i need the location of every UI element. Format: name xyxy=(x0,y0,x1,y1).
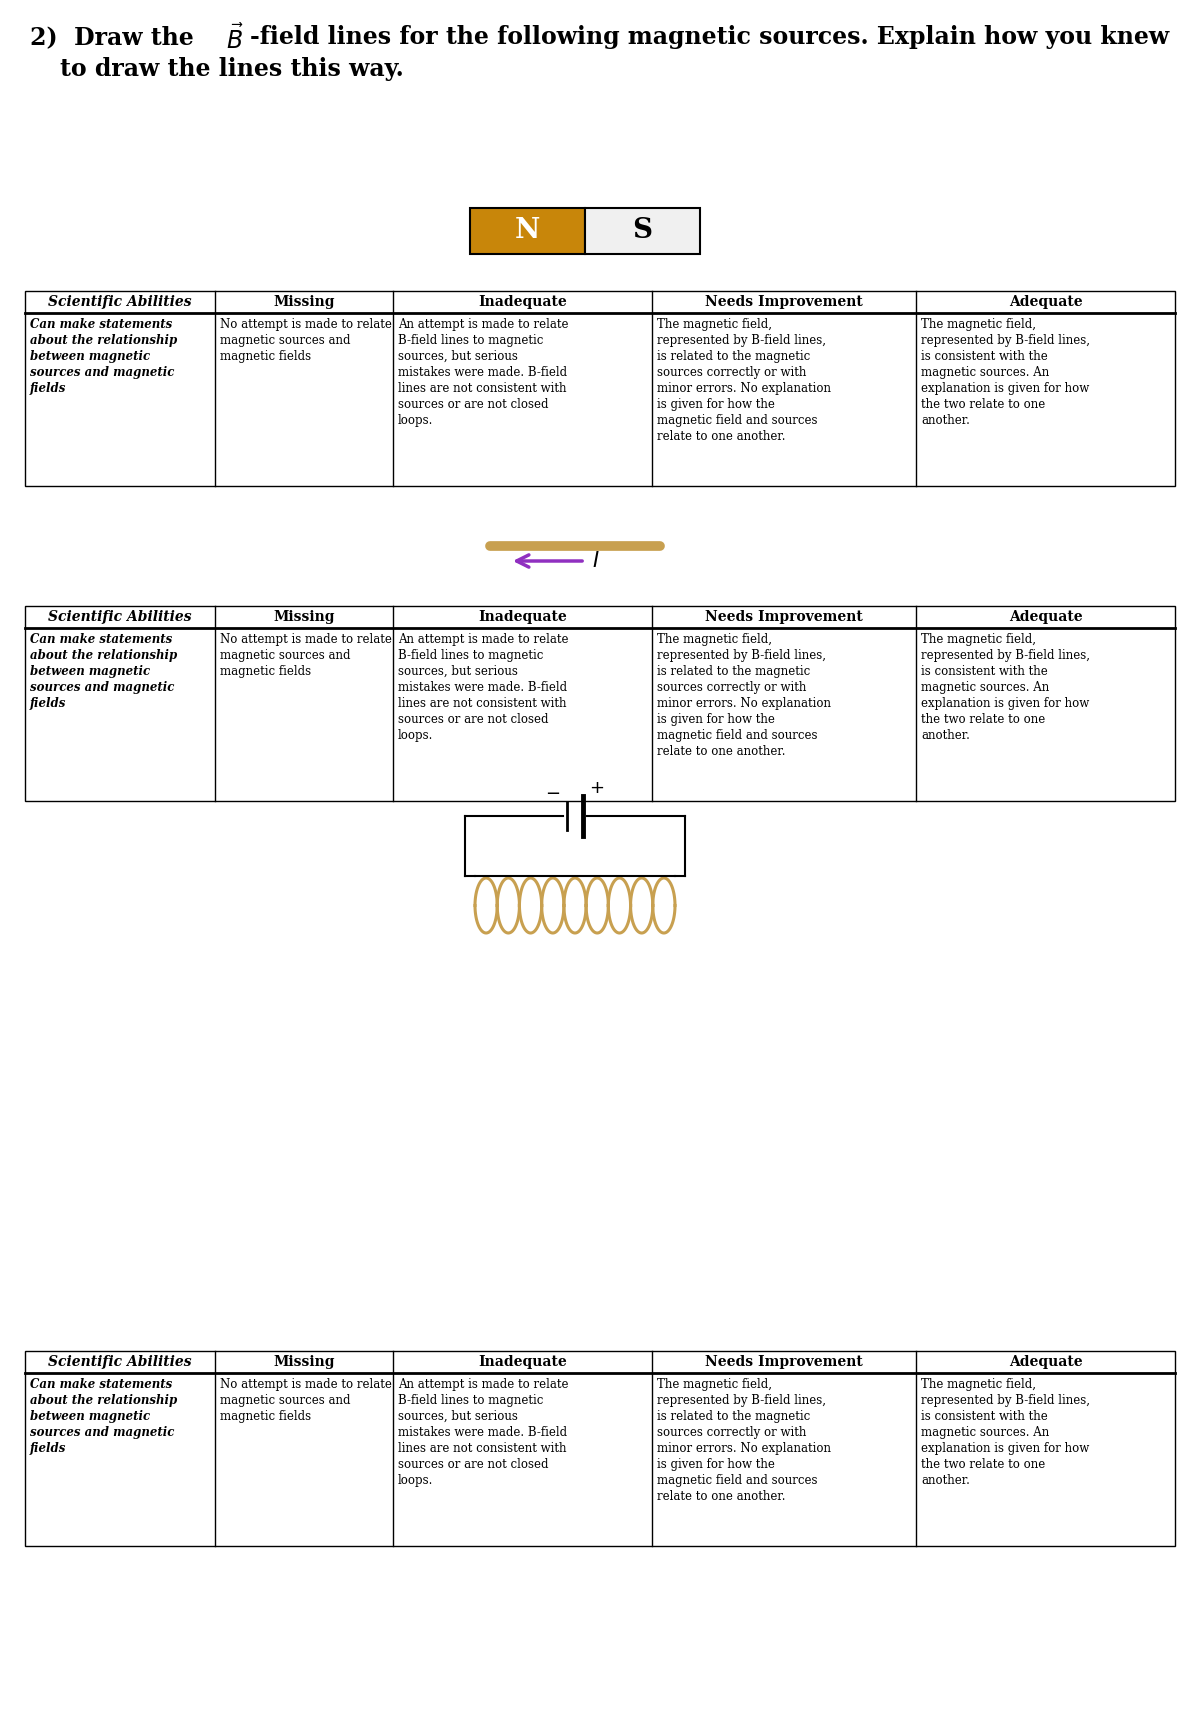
Text: Missing: Missing xyxy=(274,294,335,310)
Bar xyxy=(25,606,1175,800)
Text: Missing: Missing xyxy=(274,609,335,625)
Text: No attempt is made to relate
magnetic sources and
magnetic fields: No attempt is made to relate magnetic so… xyxy=(220,633,391,678)
Text: The magnetic field,
represented by B-field lines,
is related to the magnetic
sou: The magnetic field, represented by B-fie… xyxy=(656,1379,830,1502)
Text: Needs Improvement: Needs Improvement xyxy=(706,609,863,625)
Text: No attempt is made to relate
magnetic sources and
magnetic fields: No attempt is made to relate magnetic so… xyxy=(220,318,391,363)
Text: The magnetic field,
represented by B-field lines,
is consistent with the
magneti: The magnetic field, represented by B-fie… xyxy=(922,318,1091,427)
Text: The magnetic field,
represented by B-field lines,
is related to the magnetic
sou: The magnetic field, represented by B-fie… xyxy=(656,633,830,757)
Text: $I$: $I$ xyxy=(592,551,600,571)
Text: to draw the lines this way.: to draw the lines this way. xyxy=(60,57,403,81)
Text: Adequate: Adequate xyxy=(1009,609,1082,625)
Text: Inadequate: Inadequate xyxy=(478,609,566,625)
Text: Needs Improvement: Needs Improvement xyxy=(706,1354,863,1368)
Text: The magnetic field,
represented by B-field lines,
is consistent with the
magneti: The magnetic field, represented by B-fie… xyxy=(922,1379,1091,1487)
Text: Adequate: Adequate xyxy=(1009,1354,1082,1368)
Text: An attempt is made to relate
B-field lines to magnetic
sources, but serious
mist: An attempt is made to relate B-field lin… xyxy=(398,318,569,427)
Bar xyxy=(586,208,700,255)
Text: S: S xyxy=(632,217,653,244)
Text: Missing: Missing xyxy=(274,1354,335,1368)
Text: $\vec{B}$: $\vec{B}$ xyxy=(226,24,244,53)
Text: Adequate: Adequate xyxy=(1009,294,1082,310)
Text: Can make statements
about the relationship
between magnetic
sources and magnetic: Can make statements about the relationsh… xyxy=(30,633,178,711)
Text: Inadequate: Inadequate xyxy=(478,294,566,310)
Bar xyxy=(470,208,586,255)
Text: -field lines for the following magnetic sources. Explain how you knew: -field lines for the following magnetic … xyxy=(250,26,1169,48)
Text: Scientific Abilities: Scientific Abilities xyxy=(48,1354,192,1368)
Text: An attempt is made to relate
B-field lines to magnetic
sources, but serious
mist: An attempt is made to relate B-field lin… xyxy=(398,633,569,742)
Text: Scientific Abilities: Scientific Abilities xyxy=(48,294,192,310)
Text: The magnetic field,
represented by B-field lines,
is consistent with the
magneti: The magnetic field, represented by B-fie… xyxy=(922,633,1091,742)
Text: Needs Improvement: Needs Improvement xyxy=(706,294,863,310)
Bar xyxy=(25,291,1175,485)
Text: −: − xyxy=(546,785,560,804)
Text: An attempt is made to relate
B-field lines to magnetic
sources, but serious
mist: An attempt is made to relate B-field lin… xyxy=(398,1379,569,1487)
Text: Can make statements
about the relationship
between magnetic
sources and magnetic: Can make statements about the relationsh… xyxy=(30,1379,178,1454)
Text: +: + xyxy=(589,780,605,797)
Text: The magnetic field,
represented by B-field lines,
is related to the magnetic
sou: The magnetic field, represented by B-fie… xyxy=(656,318,830,442)
Text: 2)  Draw the: 2) Draw the xyxy=(30,26,202,48)
Text: Can make statements
about the relationship
between magnetic
sources and magnetic: Can make statements about the relationsh… xyxy=(30,318,178,396)
Text: Inadequate: Inadequate xyxy=(478,1354,566,1368)
Bar xyxy=(25,1351,1175,1545)
Text: N: N xyxy=(515,217,540,244)
Text: Scientific Abilities: Scientific Abilities xyxy=(48,609,192,625)
Text: No attempt is made to relate
magnetic sources and
magnetic fields: No attempt is made to relate magnetic so… xyxy=(220,1379,391,1423)
